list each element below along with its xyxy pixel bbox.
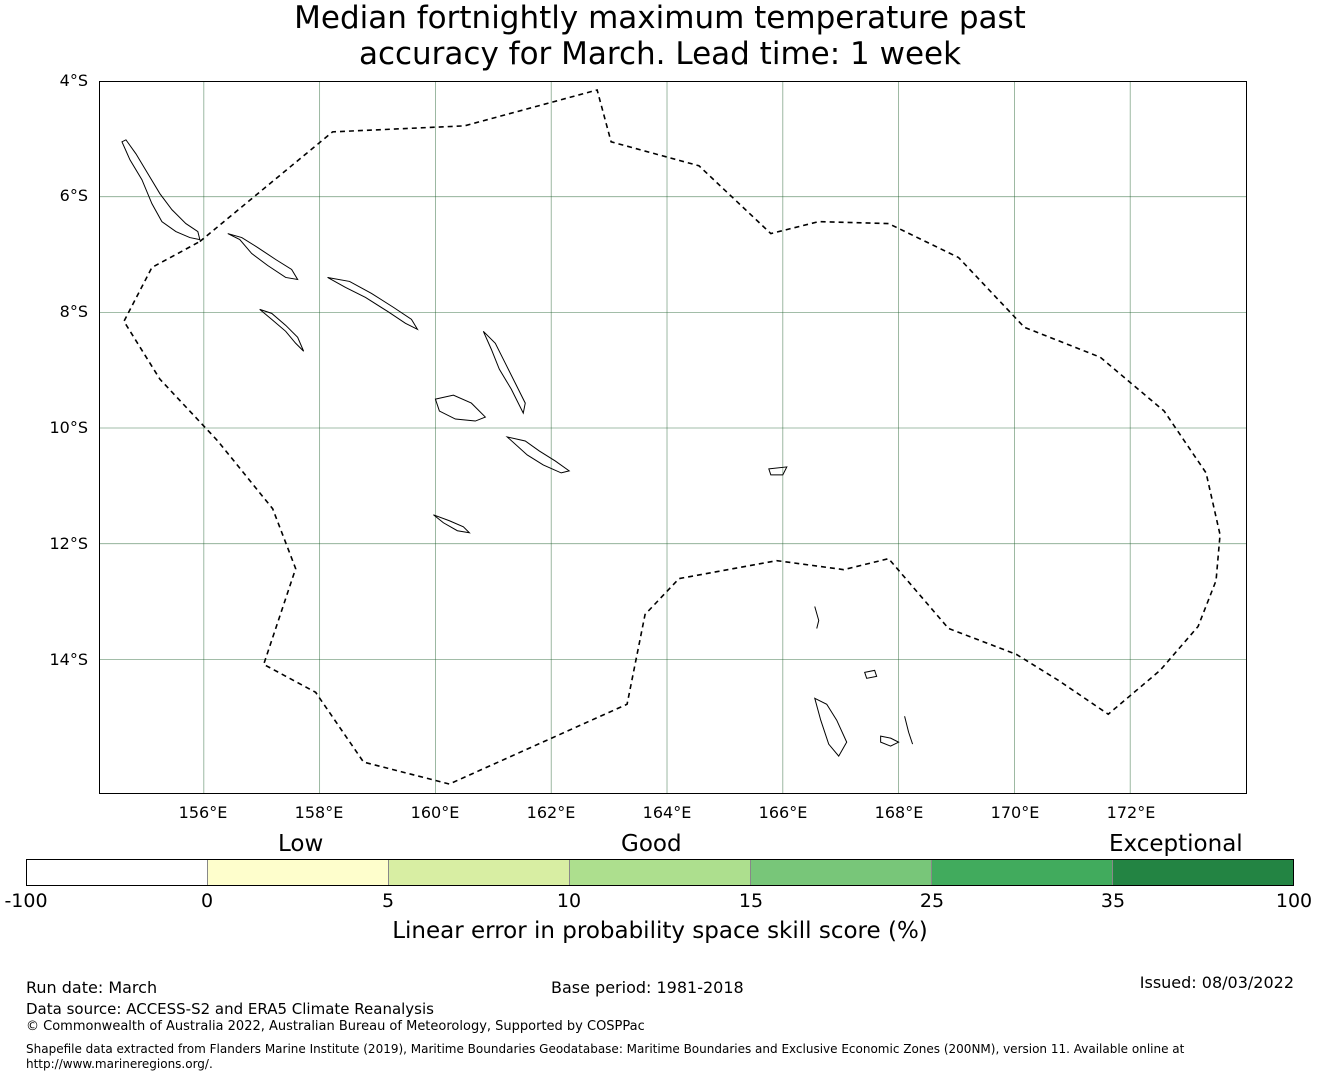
colorbar-tick-35: 35 <box>1100 890 1126 912</box>
skill-score-map <box>99 81 1247 794</box>
map-title-line-2: accuracy for March. Lead time: 1 week <box>358 36 962 72</box>
legend-colorbar <box>26 859 1294 886</box>
lat-label-4s: 4°S <box>59 71 88 90</box>
lon-label-164e: 164°E <box>642 803 692 822</box>
lon-label-158e: 158°E <box>294 803 344 822</box>
lat-label-12s: 12°S <box>49 534 88 553</box>
colorbar-label: Linear error in probability space skill … <box>392 918 928 944</box>
island-coastlines <box>121 139 914 757</box>
malekula-island <box>880 735 900 747</box>
lon-label-160e: 160°E <box>410 803 460 822</box>
legend-category-good: Good <box>621 831 682 857</box>
makira-island <box>505 436 571 474</box>
banks-islands <box>814 606 820 629</box>
colorbar-tick-minus100: -100 <box>4 890 48 912</box>
lon-label-170e: 170°E <box>990 803 1040 822</box>
bougainville-island <box>121 139 201 241</box>
data-source: Data source: ACCESS-S2 and ERA5 Climate … <box>26 1000 434 1018</box>
lon-label-156e: 156°E <box>178 803 228 822</box>
colorbar-tick-100: 100 <box>1275 890 1313 912</box>
copyright-notice: © Commonwealth of Australia 2022, Austra… <box>26 1019 645 1034</box>
pentecost-island <box>904 716 914 745</box>
lat-label-8s: 8°S <box>59 302 88 321</box>
new-georgia-island <box>259 308 305 352</box>
colorbar-tick-5: 5 <box>381 890 395 912</box>
lon-label-168e: 168°E <box>874 803 924 822</box>
eez-boundary <box>123 88 1221 785</box>
ambae-island <box>864 669 878 679</box>
choiseul-island <box>227 233 299 281</box>
rennell-island <box>433 514 471 534</box>
issued-date: Issued: 08/03/2022 <box>1139 973 1294 992</box>
guadalcanal-island <box>434 394 487 422</box>
lon-label-172e: 172°E <box>1106 803 1156 822</box>
lon-label-162e: 162°E <box>526 803 576 822</box>
colorbar-segment-5 <box>751 860 932 885</box>
santa-isabel-island <box>327 276 419 331</box>
colorbar-segment-1 <box>27 860 208 885</box>
espiritu-santo-island <box>813 697 848 757</box>
colorbar-segment-7 <box>1113 860 1293 885</box>
colorbar-tick-25: 25 <box>919 890 945 912</box>
colorbar-segment-2 <box>208 860 389 885</box>
colorbar-tick-0: 0 <box>200 890 214 912</box>
map-title-line-1: Median fortnightly maximum temperature p… <box>294 0 1026 36</box>
colorbar-tick-15: 15 <box>738 890 764 912</box>
colorbar-segment-4 <box>570 860 751 885</box>
colorbar-segment-3 <box>389 860 570 885</box>
legend-category-exceptional: Exceptional <box>1109 831 1243 857</box>
colorbar-segment-6 <box>932 860 1113 885</box>
legend-category-low: Low <box>278 831 324 857</box>
run-date: Run date: March <box>26 978 158 997</box>
lat-label-14s: 14°S <box>49 650 88 669</box>
colorbar-tick-10: 10 <box>556 890 582 912</box>
malaita-island <box>482 330 526 415</box>
shapefile-credit-line-1: Shapefile data extracted from Flanders M… <box>26 1042 1185 1056</box>
base-period: Base period: 1981-2018 <box>551 978 744 997</box>
shapefile-credit-line-2: http://www.marineregions.org/. <box>26 1057 213 1071</box>
santa-cruz-island <box>768 466 788 476</box>
lat-label-10s: 10°S <box>49 418 88 437</box>
lat-label-6s: 6°S <box>59 186 88 205</box>
map-gridlines <box>100 82 1246 793</box>
lon-label-166e: 166°E <box>758 803 808 822</box>
